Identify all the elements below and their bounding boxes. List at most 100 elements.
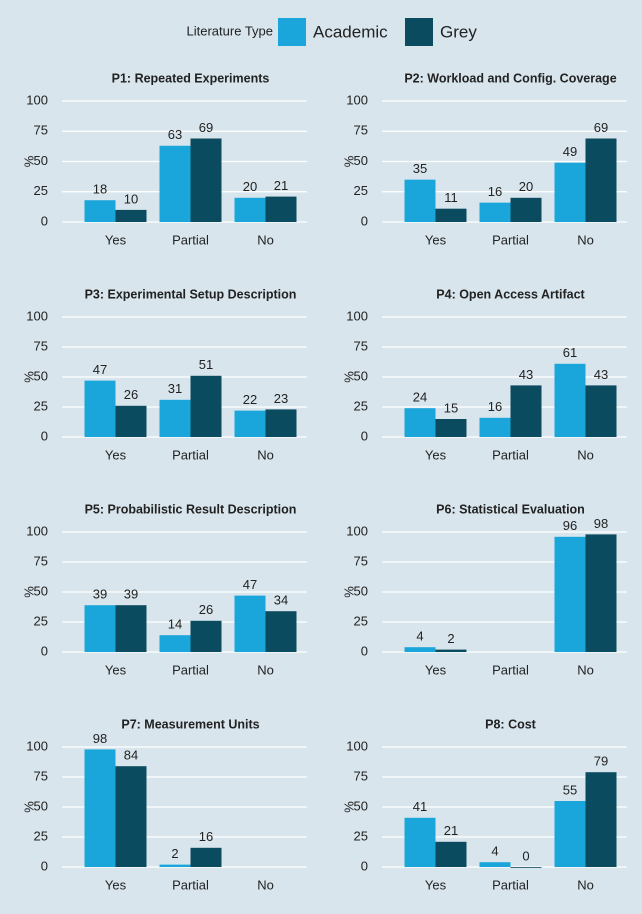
bar xyxy=(115,605,147,652)
y-tick-label: 75 xyxy=(354,768,368,783)
y-tick-label: 100 xyxy=(26,523,48,538)
value-label: 49 xyxy=(563,144,577,159)
value-label: 16 xyxy=(199,829,213,844)
value-label: 15 xyxy=(444,400,458,415)
bar xyxy=(585,138,617,222)
bar xyxy=(115,405,147,437)
value-label: 11 xyxy=(444,190,458,205)
x-tick-label: No xyxy=(257,662,274,677)
value-label: 2 xyxy=(447,631,454,646)
x-tick-label: Partial xyxy=(172,447,209,462)
x-tick-label: Yes xyxy=(105,232,127,247)
y-tick-label: 25 xyxy=(34,828,48,843)
value-label: 47 xyxy=(93,362,107,377)
y-tick-label: 50 xyxy=(34,583,48,598)
value-label: 79 xyxy=(594,754,608,769)
y-axis-label: % xyxy=(341,586,356,598)
y-axis-label: % xyxy=(21,155,36,167)
bar xyxy=(234,410,266,437)
legend-title: Literature Type xyxy=(187,23,273,38)
value-label: 39 xyxy=(124,587,138,602)
x-tick-label: No xyxy=(257,447,274,462)
bar xyxy=(234,595,266,652)
y-tick-label: 100 xyxy=(26,92,48,107)
value-label: 16 xyxy=(488,399,502,414)
value-label: 63 xyxy=(168,127,182,142)
bar xyxy=(554,801,586,867)
value-label: 84 xyxy=(124,748,138,763)
value-label: 41 xyxy=(413,799,427,814)
bar xyxy=(435,419,467,437)
bar xyxy=(479,417,511,437)
legend-label: Academic xyxy=(313,22,388,41)
y-axis-label: % xyxy=(21,371,36,383)
bar xyxy=(554,162,586,222)
y-tick-label: 75 xyxy=(34,123,48,138)
y-tick-label: 0 xyxy=(361,643,368,658)
y-tick-label: 50 xyxy=(354,153,368,168)
y-tick-label: 0 xyxy=(41,858,48,873)
bar xyxy=(159,864,191,867)
value-label: 20 xyxy=(519,179,533,194)
x-tick-label: Partial xyxy=(172,662,209,677)
y-axis-label: % xyxy=(341,801,356,813)
value-label: 26 xyxy=(199,602,213,617)
x-tick-label: No xyxy=(577,877,594,892)
bar xyxy=(265,611,297,652)
bar xyxy=(435,208,467,222)
value-label: 24 xyxy=(413,390,427,405)
value-label: 61 xyxy=(563,345,577,360)
bar xyxy=(510,385,542,437)
y-tick-label: 50 xyxy=(34,368,48,383)
y-tick-label: 25 xyxy=(354,828,368,843)
chart-title: P3: Experimental Setup Description xyxy=(85,287,297,301)
chart-title: P1: Repeated Experiments xyxy=(112,71,270,85)
bar xyxy=(84,605,116,652)
value-label: 51 xyxy=(199,357,213,372)
value-label: 96 xyxy=(563,518,577,533)
y-tick-label: 50 xyxy=(354,798,368,813)
y-tick-label: 100 xyxy=(346,308,368,323)
value-label: 69 xyxy=(199,120,213,135)
y-tick-label: 100 xyxy=(346,523,368,538)
y-tick-label: 0 xyxy=(41,643,48,658)
legend-swatch xyxy=(278,18,306,46)
x-tick-label: Yes xyxy=(425,447,447,462)
bar xyxy=(84,380,116,437)
x-tick-label: Yes xyxy=(105,447,127,462)
bar xyxy=(585,534,617,652)
bar xyxy=(115,209,147,222)
y-tick-label: 50 xyxy=(34,153,48,168)
x-tick-label: Partial xyxy=(172,877,209,892)
y-tick-label: 0 xyxy=(41,428,48,443)
value-label: 43 xyxy=(519,367,533,382)
bar xyxy=(115,766,147,867)
y-tick-label: 75 xyxy=(354,123,368,138)
x-tick-label: Yes xyxy=(105,877,127,892)
y-tick-label: 25 xyxy=(34,613,48,628)
x-tick-label: No xyxy=(257,877,274,892)
value-label: 23 xyxy=(274,391,288,406)
bar xyxy=(479,202,511,222)
value-label: 18 xyxy=(93,182,107,197)
bar xyxy=(84,749,116,867)
y-tick-label: 75 xyxy=(34,553,48,568)
y-tick-label: 100 xyxy=(346,92,368,107)
y-tick-label: 0 xyxy=(361,858,368,873)
y-tick-label: 50 xyxy=(34,798,48,813)
bar xyxy=(404,408,436,437)
value-label: 47 xyxy=(243,577,257,592)
value-label: 20 xyxy=(243,179,257,194)
y-tick-label: 0 xyxy=(41,213,48,228)
value-label: 22 xyxy=(243,392,257,407)
value-label: 98 xyxy=(594,516,608,531)
value-label: 4 xyxy=(416,629,423,644)
x-tick-label: No xyxy=(577,662,594,677)
bar xyxy=(510,197,542,222)
chart-title: P5: Probabilistic Result Description xyxy=(85,502,297,516)
x-tick-label: Yes xyxy=(105,662,127,677)
bar xyxy=(190,375,222,437)
bar xyxy=(190,138,222,222)
bar xyxy=(554,363,586,437)
value-label: 55 xyxy=(563,782,577,797)
